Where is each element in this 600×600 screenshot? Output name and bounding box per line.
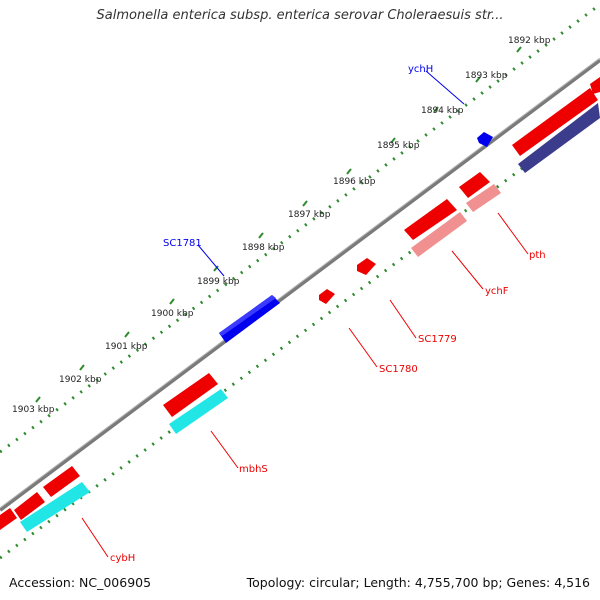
tick-label: 1897 kbp (288, 210, 331, 220)
ruler-labels: 1892 kbp 1893 kbp 1894 kbp 1895 kbp 1896… (12, 36, 551, 415)
cds-ychF[interactable] (411, 212, 467, 257)
label-SC1781: SC1781 (163, 238, 202, 249)
gene-cybH-red-2[interactable] (14, 492, 45, 520)
tick-label: 1899 kbp (197, 277, 240, 287)
label-leaders (81, 70, 529, 558)
gene-edge-red[interactable] (590, 77, 600, 94)
gene-pth-red[interactable] (459, 172, 490, 198)
gene-SC1780[interactable] (319, 289, 335, 304)
label-pth: pth (529, 250, 546, 261)
tick-label: 1894 kbp (421, 106, 464, 116)
gene-cybH-red-1[interactable] (43, 466, 80, 497)
gene-SC1781[interactable] (219, 295, 280, 343)
cds-pth[interactable] (466, 184, 501, 212)
outer-ruler (0, 4, 599, 454)
tick-label: 1893 kbp (465, 71, 508, 81)
gene-labels: ychH SC1781 pth ychF SC1779 SC1780 mbhS … (110, 64, 546, 564)
label-mbhS: mbhS (239, 464, 268, 475)
forward-genes (219, 132, 493, 343)
inner-ruler (0, 108, 600, 560)
cds-features (20, 103, 600, 532)
gene-SC1781-top (219, 295, 276, 336)
cds-mbhS[interactable] (169, 389, 228, 434)
tick-label: 1892 kbp (508, 36, 551, 46)
tick-label: 1903 kbp (12, 405, 55, 415)
gene-ychH[interactable] (477, 132, 493, 147)
label-SC1780: SC1780 (379, 364, 418, 375)
gene-ychF-red[interactable] (404, 199, 457, 240)
tick-label: 1902 kbp (59, 375, 102, 385)
map-title: Salmonella enterica subsp. enterica sero… (96, 8, 504, 23)
gene-cybH-red-3[interactable] (0, 508, 17, 530)
genome-backbone-highlight (0, 57, 600, 509)
tick-label: 1895 kbp (377, 141, 420, 151)
label-ychF: ychF (485, 286, 509, 297)
tick-label: 1898 kbp (242, 243, 285, 253)
red-genes (0, 77, 600, 530)
tick-label: 1900 kbp (151, 309, 194, 319)
ruler-ticks (35, 46, 522, 403)
cds-navy[interactable] (518, 103, 600, 173)
label-ychH: ychH (408, 64, 433, 75)
accession-text: Accession: NC_006905 (9, 575, 152, 590)
cds-cybH[interactable] (20, 482, 90, 532)
label-SC1779: SC1779 (418, 334, 457, 345)
topology-summary: Topology: circular; Length: 4,755,700 bp… (246, 575, 590, 590)
gene-top-red[interactable] (512, 88, 598, 156)
tick-label: 1896 kbp (333, 177, 376, 187)
gene-mbhS-red[interactable] (163, 373, 218, 417)
label-cybH: cybH (110, 553, 135, 564)
genome-backbone (0, 58, 600, 512)
gene-SC1779[interactable] (357, 258, 376, 275)
tick-label: 1901 kbp (105, 342, 148, 352)
